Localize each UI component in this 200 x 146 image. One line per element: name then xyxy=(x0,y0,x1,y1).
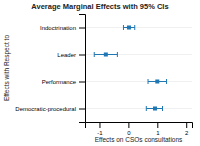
chart-container: -1 0 1 2 Indoctrination Leader Performance Demo… xyxy=(0,0,200,146)
y-tick-label: Leader xyxy=(57,52,76,58)
title: Average Marginal Effects with 95% CIs xyxy=(31,2,168,11)
ci-cap xyxy=(148,79,149,84)
point-estimate xyxy=(127,26,131,30)
ci-cap xyxy=(166,79,167,84)
x-tick-label: 2 xyxy=(185,130,189,136)
x-tick-mark xyxy=(99,122,100,128)
ci-cap xyxy=(134,25,135,30)
y-tick-mark xyxy=(79,109,85,110)
ci-cap xyxy=(146,106,147,111)
y-tick: Performance xyxy=(42,79,85,85)
ci-cap xyxy=(117,52,118,57)
y-tick-mark xyxy=(79,55,85,56)
x-tick-mark xyxy=(128,122,129,128)
x-tick: 0 xyxy=(127,122,131,136)
y-axis: Indoctrination Leader Performance Democrati… xyxy=(15,15,85,123)
y-tick: Democratic-procedural xyxy=(15,106,85,112)
y-tick: Leader xyxy=(57,52,85,58)
point-estimate xyxy=(155,80,159,84)
x-tick-mark xyxy=(186,122,187,128)
marks xyxy=(94,25,166,111)
point-estimate xyxy=(104,53,108,57)
grid-line xyxy=(85,108,192,109)
x-axis: -1 0 1 2 xyxy=(86,122,193,136)
grid xyxy=(85,28,192,109)
x-axis-title: Effects on CSOs consultations xyxy=(95,136,183,143)
ci-cap xyxy=(123,25,124,30)
y-tick-mark xyxy=(79,28,85,29)
x-tick: -1 xyxy=(97,122,103,136)
x-tick: 1 xyxy=(156,122,160,136)
x-tick: 2 xyxy=(185,122,189,136)
y-tick-mark xyxy=(79,82,85,83)
ci-cap xyxy=(162,106,163,111)
y-axis-line xyxy=(79,15,86,123)
y-tick: Indoctrination xyxy=(40,25,85,31)
y-tick-label: Performance xyxy=(42,79,77,85)
ci-cap xyxy=(94,52,95,57)
grid-line xyxy=(85,54,192,55)
y-tick-label: Indoctrination xyxy=(40,25,76,31)
y-tick-label: Democratic-procedural xyxy=(15,106,76,112)
x-axis-line xyxy=(86,123,193,129)
grid-line xyxy=(85,27,192,28)
grid-line xyxy=(85,81,192,82)
x-tick-mark xyxy=(157,122,158,128)
point-estimate xyxy=(153,107,157,111)
plot: -1 0 1 2 Indoctrination Leader Performance Demo… xyxy=(15,15,192,137)
chart: -1 0 1 2 Indoctrination Leader Performance Demo… xyxy=(0,0,200,146)
y-axis-title: Effects with Respect to xyxy=(3,35,11,101)
